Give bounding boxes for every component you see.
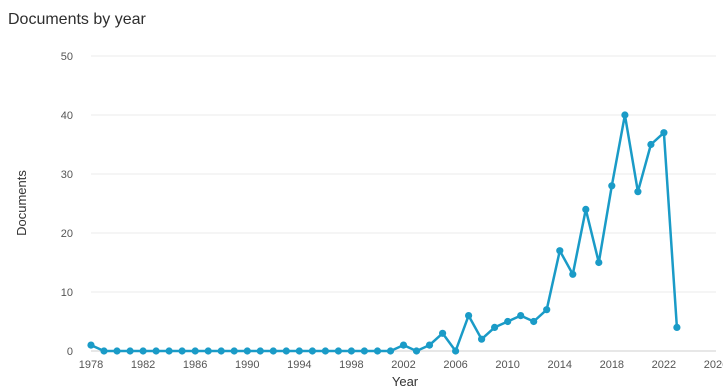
data-point [282,347,290,355]
x-tick-label: 1978 [79,359,103,371]
data-point [308,347,316,355]
data-point [608,182,616,190]
x-tick-label: 2026 [704,359,723,371]
y-axis-title: Documents [14,170,29,236]
x-tick-label: 1994 [287,359,311,371]
data-point [139,347,147,355]
data-point [295,347,303,355]
x-tick-label: 1998 [339,359,363,371]
y-tick-label: 40 [61,110,73,122]
data-point [87,341,95,349]
series-line [90,113,679,353]
x-tick-label: 2014 [548,359,572,371]
data-point [360,347,368,355]
data-point [334,347,342,355]
x-tick-label: 1982 [131,359,155,371]
data-point [321,347,329,355]
data-point [465,312,473,320]
x-tick-label: 1990 [235,359,259,371]
data-point [452,347,460,355]
data-point [556,247,564,255]
data-point [517,312,525,320]
data-point [543,306,551,314]
data-point [425,341,434,349]
data-point [386,347,395,355]
x-tick-label: 2010 [495,359,519,371]
data-point [204,347,212,355]
chart-title: Documents by year [8,11,146,28]
y-axis-ticks: 0 10 20 30 40 50 [61,51,73,358]
data-point [243,347,251,355]
data-point [113,347,121,355]
data-point [100,347,108,355]
data-point [582,205,590,213]
y-tick-label: 30 [61,169,73,181]
data-point [634,188,642,196]
y-tick-label: 0 [67,346,73,358]
data-point [269,347,277,355]
data-point [178,347,186,355]
data-point [230,347,238,355]
grid-lines [91,55,716,352]
data-point [256,347,264,355]
x-tick-label: 1986 [183,359,207,371]
x-tick-label: 2022 [652,359,676,371]
data-point [530,317,538,326]
data-point [569,270,577,278]
data-point [399,341,408,349]
series [87,111,681,355]
data-point [478,335,486,343]
data-point [504,317,512,326]
x-axis-title: Year [392,374,419,389]
data-point [165,347,173,355]
data-point [660,129,668,137]
data-point [491,323,499,331]
data-point [647,140,655,149]
data-point [595,258,603,267]
y-tick-label: 50 [61,51,73,63]
x-axis-ticks: 1978 1982 1986 1990 1994 1998 2002 2006 2010 2014… [79,359,723,371]
data-point [373,347,382,355]
data-point [191,347,199,355]
data-point [217,347,225,355]
data-point [347,347,355,355]
data-point [152,347,160,355]
y-tick-label: 20 [61,228,73,240]
data-point [673,323,681,331]
data-point [621,111,629,119]
data-point [126,347,134,355]
data-point [412,347,421,355]
x-tick-label: 2006 [443,359,467,371]
y-tick-label: 10 [61,287,73,299]
data-point [439,329,447,337]
x-tick-label: 2018 [600,359,624,371]
x-tick-label: 2002 [391,359,415,371]
